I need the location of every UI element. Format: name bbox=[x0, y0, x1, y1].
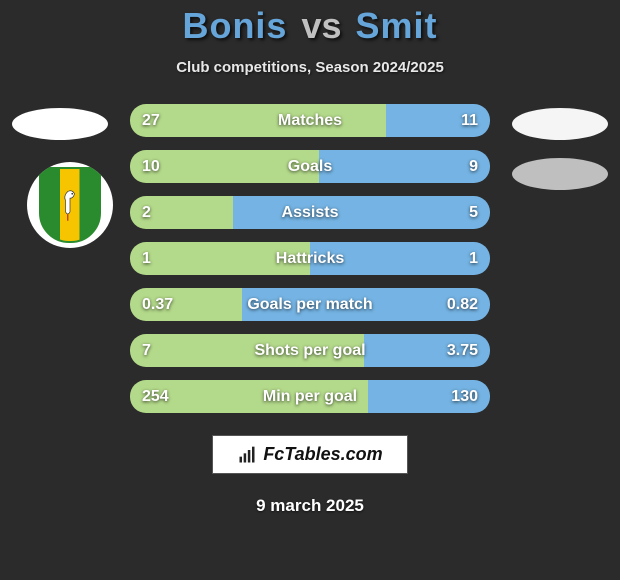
branding-text: FcTables.com bbox=[263, 444, 382, 465]
stat-value-left: 10 bbox=[142, 158, 160, 176]
stat-value-right: 9 bbox=[469, 158, 478, 176]
stat-bar: Matches 27 11 bbox=[130, 104, 490, 137]
stat-bar-left bbox=[130, 104, 386, 137]
chart-icon bbox=[237, 445, 257, 465]
stat-value-left: 0.37 bbox=[142, 296, 173, 314]
stat-bar: Goals per match 0.37 0.82 bbox=[130, 288, 490, 321]
stat-value-left: 7 bbox=[142, 342, 151, 360]
stat-value-left: 27 bbox=[142, 112, 160, 130]
stat-bar-right bbox=[319, 150, 490, 183]
stat-value-left: 254 bbox=[142, 388, 169, 406]
team-crest-icon bbox=[39, 167, 101, 243]
stat-bar: Goals 10 9 bbox=[130, 150, 490, 183]
stat-value-left: 1 bbox=[142, 250, 151, 268]
stat-value-right: 1 bbox=[469, 250, 478, 268]
stat-value-right: 130 bbox=[451, 388, 478, 406]
stat-bars: Matches2711Goals109Assists25Hattricks11G… bbox=[130, 104, 490, 413]
stat-label: Shots per goal bbox=[254, 342, 365, 360]
player1-name: Bonis bbox=[182, 5, 287, 47]
player2-placeholder-icon-2 bbox=[512, 158, 608, 190]
stat-bar: Assists 2 5 bbox=[130, 196, 490, 229]
stat-bar-right bbox=[233, 196, 490, 229]
team-logo-icon bbox=[27, 162, 113, 248]
stat-value-right: 5 bbox=[469, 204, 478, 222]
stat-label: Assists bbox=[282, 204, 339, 222]
stat-label: Hattricks bbox=[276, 250, 344, 268]
player2-name: Smit bbox=[356, 5, 438, 47]
subtitle-text: Club competitions, Season 2024/2025 bbox=[176, 59, 444, 76]
stat-label: Goals bbox=[288, 158, 332, 176]
branding-badge: FcTables.com bbox=[212, 435, 407, 474]
stat-bar: Min per goal 254 130 bbox=[130, 380, 490, 413]
stat-bar: Shots per goal 7 3.75 bbox=[130, 334, 490, 367]
vs-text: vs bbox=[301, 5, 341, 47]
player2-placeholder-icon-1 bbox=[512, 108, 608, 140]
date-text: 9 march 2025 bbox=[256, 496, 364, 516]
stat-value-right: 3.75 bbox=[447, 342, 478, 360]
stat-label: Goals per match bbox=[247, 296, 372, 314]
stat-value-right: 0.82 bbox=[447, 296, 478, 314]
player1-placeholder-icon bbox=[12, 108, 108, 140]
content-area: Matches2711Goals109Assists25Hattricks11G… bbox=[0, 104, 620, 413]
stat-label: Min per goal bbox=[263, 388, 357, 406]
stat-bar: Hattricks 1 1 bbox=[130, 242, 490, 275]
stat-value-left: 2 bbox=[142, 204, 151, 222]
stat-label: Matches bbox=[278, 112, 342, 130]
title-row: Bonis vs Smit bbox=[182, 5, 437, 47]
stork-icon bbox=[56, 187, 84, 223]
stat-value-right: 11 bbox=[461, 112, 478, 130]
